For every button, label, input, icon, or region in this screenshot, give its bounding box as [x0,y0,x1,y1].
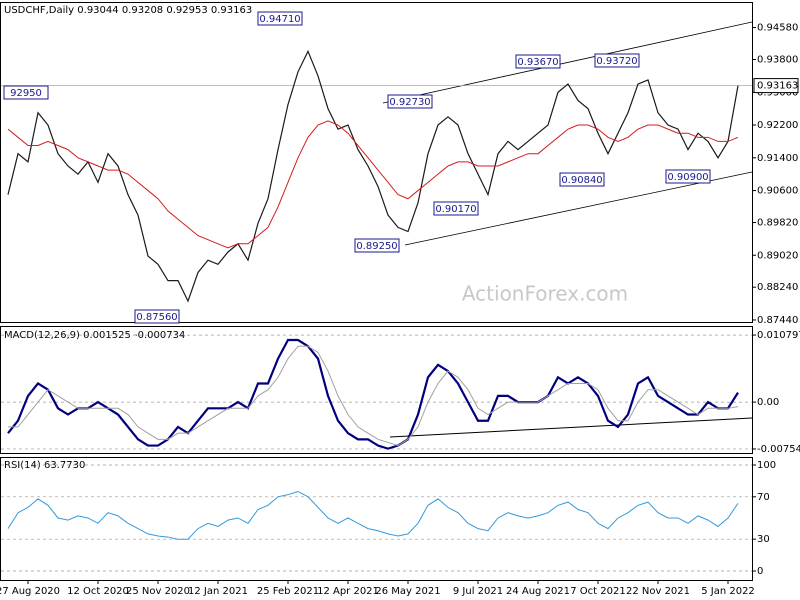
y-tick-label: 0 [757,566,763,577]
channel-lower [404,171,753,246]
y-tick-label: 0.90600 [757,186,798,197]
last-price-box [753,78,799,94]
annotation-label: 92950 [10,88,42,99]
annotation-label: 0.90900 [667,172,708,183]
x-tick-label: 27 Aug 2020 [0,586,60,597]
macd-panel [0,326,753,454]
last-price-label: 0.93163 [757,81,798,92]
x-tick-label: 25 Feb 2021 [257,586,319,597]
annotation-box [594,53,640,68]
rsi-panel [0,457,753,581]
annotation-label: 0.90170 [435,204,476,215]
annotation-box [665,169,711,184]
y-tick-label: 100 [757,460,776,471]
y-tick-label: 0.010797 [757,330,800,341]
annotation-label: 0.90840 [561,175,602,186]
annotation-box [134,309,180,324]
annotation-box [354,238,400,253]
series-line [7,49,739,303]
series-line [7,120,739,249]
annotation-box [257,11,303,26]
x-tick-label: 5 Jan 2022 [701,586,755,597]
y-tick-label: 0.87440 [757,315,798,326]
price-title: USDCHF,Daily 0.93044 0.93208 0.92953 0.9… [4,5,252,16]
y-tick-label: 0.00 [757,397,779,408]
y-tick-label: 30 [757,534,770,545]
x-tick-label: 25 Nov 2020 [126,586,190,597]
macd-title: MACD(12,26,9) 0.001525 -0.000734 [4,330,185,341]
y-tick-label: 0.89820 [757,217,798,228]
annotation-label: 0.89250 [356,241,397,252]
series-line [7,338,739,450]
y-tick-label: -0.007548 [757,444,800,455]
annotation-label: 0.93670 [517,57,558,68]
price-panel [0,2,753,323]
series-line [8,345,739,447]
x-tick-label: 9 Jul 2021 [453,586,503,597]
annotation-box [515,54,561,69]
y-tick-label: 0.93800 [757,55,798,66]
x-tick-label: 12 Oct 2020 [67,586,129,597]
annotation-box [433,201,479,216]
y-tick-label: 0.89020 [757,250,798,261]
x-tick-label: 7 Oct 2021 [570,586,625,597]
annotation-label: 0.94710 [259,14,300,25]
y-tick-label: 70 [757,492,770,503]
y-tick-label: 0.92200 [757,120,798,131]
y-tick-label: 0.88240 [757,282,798,293]
macd-trendline [389,417,753,438]
x-tick-label: 26 May 2021 [375,586,440,597]
series-line [7,490,739,540]
x-tick-label: 22 Nov 2021 [626,586,690,597]
annotation-label: 0.93720 [596,56,637,67]
channel-upper [382,21,753,104]
annotation-label: 0.92730 [389,97,430,108]
y-tick-label: 0.91400 [757,153,798,164]
annotation-box [559,172,605,187]
x-tick-label: 24 Aug 2021 [506,586,570,597]
annotation-box [387,94,433,109]
x-tick-label: 12 Jan 2021 [188,586,248,597]
y-tick-label: 0.94580 [757,23,798,34]
watermark: ActionForex.com [462,282,628,306]
annotation-box [3,85,49,100]
rsi-title: RSI(14) 63.7730 [4,460,85,471]
annotation-label: 0.87560 [136,312,177,323]
x-tick-label: 12 Apr 2021 [317,586,379,597]
